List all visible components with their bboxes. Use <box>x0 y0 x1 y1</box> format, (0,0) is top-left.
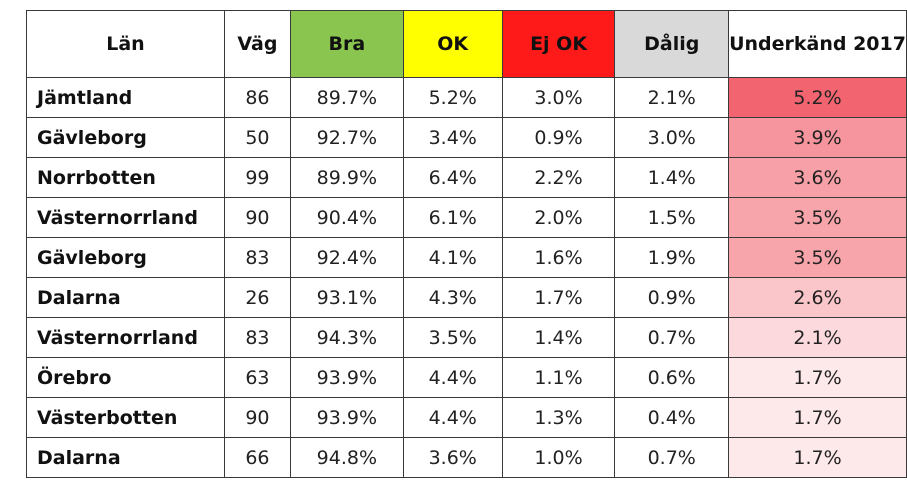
vag-cell: 50 <box>223 117 291 158</box>
ej-ok-cell: 1.7% <box>501 277 616 318</box>
bra-cell: 92.4% <box>289 237 404 278</box>
bra-cell: 89.9% <box>289 157 404 198</box>
dalig-cell: 0.7% <box>614 317 730 358</box>
ok-cell: 4.4% <box>402 357 503 398</box>
vag-cell: 63 <box>223 357 291 398</box>
underkand-cell: 2.1% <box>728 317 907 358</box>
header-ok: OK <box>402 10 503 78</box>
vag-cell: 83 <box>223 317 291 358</box>
dalig-cell: 1.5% <box>614 197 730 238</box>
bra-cell: 94.3% <box>289 317 404 358</box>
bra-cell: 90.4% <box>289 197 404 238</box>
table-row: Örebro 63 93.9% 4.4% 1.1% 0.6% 1.7% <box>26 357 907 398</box>
results-table: Län Väg Bra OK Ej OK Dålig Underkänd 201… <box>26 10 907 478</box>
ok-cell: 4.3% <box>402 277 503 318</box>
underkand-cell: 3.9% <box>728 117 907 158</box>
underkand-cell: 1.7% <box>728 357 907 398</box>
table-row: Dalarna 66 94.8% 3.6% 1.0% 0.7% 1.7% <box>26 437 907 478</box>
ej-ok-cell: 1.0% <box>501 437 616 478</box>
table-row: Norrbotten 99 89.9% 6.4% 2.2% 1.4% 3.6% <box>26 157 907 198</box>
table-row: Dalarna 26 93.1% 4.3% 1.7% 0.9% 2.6% <box>26 277 907 318</box>
table-header: Län Väg Bra OK Ej OK Dålig Underkänd 201… <box>26 10 907 78</box>
lan-cell: Västerbotten <box>26 397 225 438</box>
lan-cell: Jämtland <box>26 77 225 118</box>
ok-cell: 3.6% <box>402 437 503 478</box>
vag-cell: 83 <box>223 237 291 278</box>
bra-cell: 89.7% <box>289 77 404 118</box>
bra-cell: 93.9% <box>289 397 404 438</box>
header-ej-ok: Ej OK <box>501 10 616 78</box>
underkand-cell: 3.5% <box>728 197 907 238</box>
ok-cell: 6.4% <box>402 157 503 198</box>
lan-cell: Örebro <box>26 357 225 398</box>
ej-ok-cell: 2.2% <box>501 157 616 198</box>
dalig-cell: 0.9% <box>614 277 730 318</box>
dalig-cell: 2.1% <box>614 77 730 118</box>
underkand-cell: 2.6% <box>728 277 907 318</box>
lan-cell: Västernorrland <box>26 197 225 238</box>
vag-cell: 90 <box>223 197 291 238</box>
ok-cell: 3.4% <box>402 117 503 158</box>
ej-ok-cell: 1.1% <box>501 357 616 398</box>
table-row: Gävleborg 50 92.7% 3.4% 0.9% 3.0% 3.9% <box>26 117 907 158</box>
lan-cell: Gävleborg <box>26 117 225 158</box>
vag-cell: 90 <box>223 397 291 438</box>
header-vag: Väg <box>223 10 291 78</box>
bra-cell: 93.1% <box>289 277 404 318</box>
ok-cell: 6.1% <box>402 197 503 238</box>
bra-cell: 92.7% <box>289 117 404 158</box>
underkand-cell: 3.5% <box>728 237 907 278</box>
header-lan: Län <box>26 10 225 78</box>
ej-ok-cell: 1.4% <box>501 317 616 358</box>
dalig-cell: 1.4% <box>614 157 730 198</box>
dalig-cell: 0.6% <box>614 357 730 398</box>
lan-cell: Norrbotten <box>26 157 225 198</box>
table-row: Västernorrland 90 90.4% 6.1% 2.0% 1.5% 3.5% <box>26 197 907 238</box>
ej-ok-cell: 1.3% <box>501 397 616 438</box>
table-body: Jämtland 86 89.7% 5.2% 3.0% 2.1% 5.2% Gävleborg… <box>26 77 907 478</box>
lan-cell: Västernorrland <box>26 317 225 358</box>
underkand-cell: 1.7% <box>728 397 907 438</box>
vag-cell: 66 <box>223 437 291 478</box>
ok-cell: 4.1% <box>402 237 503 278</box>
vag-cell: 26 <box>223 277 291 318</box>
ok-cell: 4.4% <box>402 397 503 438</box>
ok-cell: 5.2% <box>402 77 503 118</box>
dalig-cell: 0.4% <box>614 397 730 438</box>
ej-ok-cell: 1.6% <box>501 237 616 278</box>
lan-cell: Dalarna <box>26 437 225 478</box>
dalig-cell: 3.0% <box>614 117 730 158</box>
vag-cell: 99 <box>223 157 291 198</box>
header-underkand-2017: Underkänd 2017 <box>728 10 907 78</box>
ej-ok-cell: 3.0% <box>501 77 616 118</box>
lan-cell: Gävleborg <box>26 237 225 278</box>
header-bra: Bra <box>289 10 404 78</box>
lan-cell: Dalarna <box>26 277 225 318</box>
underkand-cell: 1.7% <box>728 437 907 478</box>
table-row: Jämtland 86 89.7% 5.2% 3.0% 2.1% 5.2% <box>26 77 907 118</box>
table-row: Västernorrland 83 94.3% 3.5% 1.4% 0.7% 2.1% <box>26 317 907 358</box>
header-row: Län Väg Bra OK Ej OK Dålig Underkänd 201… <box>26 10 907 78</box>
underkand-cell: 5.2% <box>728 77 907 118</box>
underkand-cell: 3.6% <box>728 157 907 198</box>
bra-cell: 94.8% <box>289 437 404 478</box>
table-row: Gävleborg 83 92.4% 4.1% 1.6% 1.9% 3.5% <box>26 237 907 278</box>
bra-cell: 93.9% <box>289 357 404 398</box>
header-dalig: Dålig <box>614 10 730 78</box>
ok-cell: 3.5% <box>402 317 503 358</box>
dalig-cell: 1.9% <box>614 237 730 278</box>
ej-ok-cell: 0.9% <box>501 117 616 158</box>
ej-ok-cell: 2.0% <box>501 197 616 238</box>
table-row: Västerbotten 90 93.9% 4.4% 1.3% 0.4% 1.7% <box>26 397 907 438</box>
dalig-cell: 0.7% <box>614 437 730 478</box>
vag-cell: 86 <box>223 77 291 118</box>
